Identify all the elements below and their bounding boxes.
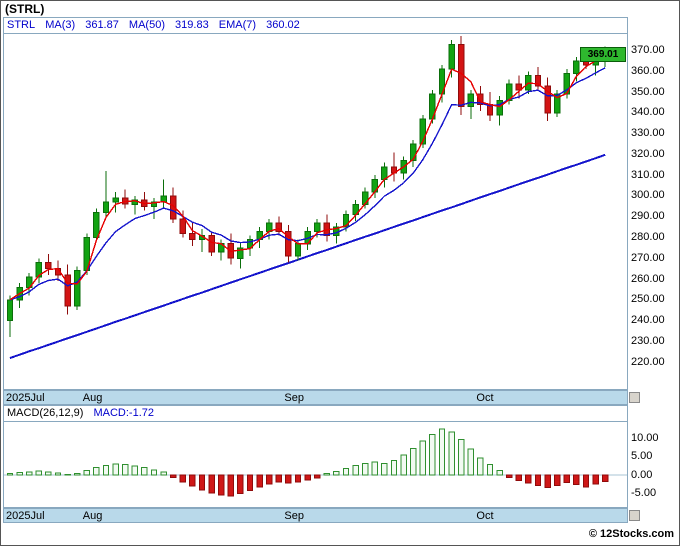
legend-ma3-value: 361.87 [85,19,119,31]
x-axis-month-label: Aug [82,392,103,404]
axis-corner-notch [629,510,640,521]
macd-legend: MACD(26,12,9) MACD:-1.72 [4,406,627,422]
y-axis-label: 5.00 [631,450,653,463]
y-axis-label: 260.00 [631,272,665,285]
x-axis-month-label: Oct [476,510,494,522]
macd-legend-value: MACD:-1.72 [93,407,155,419]
x-axis-month-label: Sep [284,392,304,404]
price-chart-legend: STRL MA(3) 361.87 MA(50) 319.83 EMA(7) 3… [4,18,627,34]
y-axis-label: 360.00 [631,64,665,77]
y-axis-label: -5.00 [631,487,657,500]
macd-histogram-plot [4,428,627,497]
legend-ma50-value: 319.83 [175,19,209,31]
legend-ma50-label: MA(50) [128,19,165,31]
y-axis-label: 0.00 [631,468,653,481]
last-price-badge: 369.01 [580,46,626,62]
y-axis-label: 300.00 [631,189,665,202]
axis-corner-notch [629,392,640,403]
y-axis-label: 320.00 [631,147,665,160]
y-axis-label: 370.00 [631,44,665,57]
y-axis-label: 290.00 [631,210,665,223]
credit-text: © 12Stocks.com [588,528,674,540]
y-axis-label: 10.00 [631,431,659,444]
x-axis-month-label: 2025Jul [6,510,45,522]
candlestick-plot [6,36,609,359]
y-axis-label: 280.00 [631,231,665,243]
macd-x-axis: 2025Jul Aug Sep Oct [3,508,628,523]
x-axis-month-label: 2025Jul [6,392,45,404]
x-axis-month-label: Oct [476,392,494,404]
y-axis-label: 220.00 [631,355,665,368]
y-axis-label: 340.00 [631,106,665,119]
price-chart-panel: STRL MA(3) 361.87 MA(50) 319.83 EMA(7) 3… [3,17,628,390]
macd-legend-label: MACD(26,12,9) [7,407,84,419]
y-axis-label: 250.00 [631,293,665,306]
y-axis-label: 350.00 [631,85,665,98]
y-axis-label: 310.00 [631,168,665,181]
x-axis-month-label: Sep [284,510,304,522]
ticker-title: (STRL) [5,2,45,16]
y-axis-label: 270.00 [631,251,665,264]
legend-ema7-value: 360.02 [266,19,300,31]
y-axis-label: 240.00 [631,314,665,327]
macd-y-axis: 10.00 5.00 0.00 -5.00 [629,405,679,508]
y-axis-label: 330.00 [631,127,665,140]
price-x-axis: 2025Jul Aug Sep Oct [3,390,628,405]
legend-symbol: STRL [7,19,36,31]
legend-ma3-label: MA(3) [45,19,76,31]
legend-ema7-label: EMA(7) [218,19,257,31]
y-axis-label: 230.00 [631,334,665,347]
macd-panel: MACD(26,12,9) MACD:-1.72 [3,405,628,508]
price-y-axis: 370.00 360.00 350.00 340.00 330.00 320.00 310.… [629,17,679,390]
x-axis-month-label: Aug [82,510,103,522]
